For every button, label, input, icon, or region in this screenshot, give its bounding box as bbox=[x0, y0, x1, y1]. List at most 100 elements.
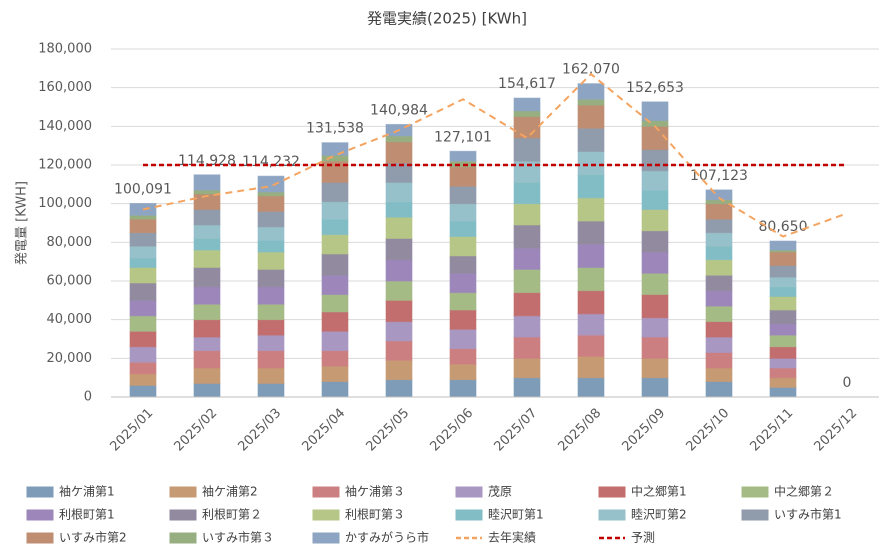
bar-segment bbox=[705, 203, 733, 220]
bar-segment bbox=[513, 336, 541, 359]
bar-segment bbox=[129, 384, 157, 398]
bar-segment bbox=[321, 294, 349, 313]
bar-segment bbox=[321, 311, 349, 332]
bar-segment bbox=[385, 379, 413, 398]
legend-label: 利根町第２ bbox=[202, 508, 262, 522]
bar-segment bbox=[449, 166, 477, 187]
legend-label: 袖ケ浦第３ bbox=[345, 484, 405, 499]
bar-segment bbox=[257, 382, 285, 398]
bar-segment bbox=[193, 174, 221, 191]
bar-segment bbox=[321, 253, 349, 276]
legend-swatch bbox=[455, 509, 483, 521]
bar-segment bbox=[449, 309, 477, 330]
bar-segment bbox=[577, 104, 605, 129]
total-label: 107,123 bbox=[690, 168, 748, 184]
bar-segment bbox=[641, 189, 669, 210]
bar-segment bbox=[385, 280, 413, 301]
bar-segment bbox=[705, 321, 733, 338]
bar-segment bbox=[641, 377, 669, 398]
legend-swatch bbox=[169, 532, 197, 544]
bar-segment bbox=[705, 218, 733, 234]
bar-segment bbox=[705, 290, 733, 307]
bar-segment bbox=[193, 208, 221, 226]
bar-segment bbox=[321, 142, 349, 156]
bar-segment bbox=[641, 336, 669, 359]
bar-segment bbox=[129, 266, 157, 284]
bar-segment bbox=[641, 149, 669, 172]
bar-segment bbox=[769, 309, 797, 325]
bar-segment bbox=[449, 236, 477, 257]
bar-segment bbox=[257, 226, 285, 241]
total-label: 140,984 bbox=[370, 102, 428, 118]
bar-segment bbox=[449, 255, 477, 274]
bar-segment bbox=[577, 197, 605, 222]
x-tick-label: 2025/02 bbox=[172, 406, 221, 455]
y-tick-label: 0 bbox=[84, 390, 92, 405]
bar-segment bbox=[321, 154, 349, 162]
total-label: 127,101 bbox=[434, 129, 492, 145]
legend-swatch bbox=[455, 486, 483, 498]
x-tick-label: 2025/01 bbox=[108, 406, 157, 455]
y-tick-label: 160,000 bbox=[38, 80, 92, 95]
legend-swatch bbox=[598, 509, 626, 521]
bar-segment bbox=[193, 249, 221, 268]
bar-segment bbox=[513, 110, 541, 118]
bar-segment bbox=[577, 290, 605, 315]
x-tick-label: 2025/03 bbox=[236, 406, 285, 455]
bar-segment bbox=[513, 116, 541, 139]
bar-segment bbox=[321, 201, 349, 220]
legend-label: 睦沢町第2 bbox=[631, 508, 687, 522]
bar-segment bbox=[193, 266, 221, 288]
legend-label: かすみがうら市 bbox=[345, 530, 429, 545]
bar-segment bbox=[769, 240, 797, 251]
x-tick-label: 2025/10 bbox=[684, 406, 733, 455]
bar-segment bbox=[385, 201, 413, 218]
bar-segment bbox=[385, 340, 413, 361]
legend-label: 利根町第1 bbox=[59, 508, 115, 522]
bar-segment bbox=[129, 257, 157, 268]
bar-segment bbox=[705, 352, 733, 369]
legend-label: 中之郷第２ bbox=[774, 484, 834, 499]
x-tick-label: 2025/05 bbox=[364, 406, 413, 455]
bar-segment bbox=[449, 328, 477, 350]
bar-segment bbox=[193, 319, 221, 338]
bar-segment bbox=[129, 245, 157, 259]
bar-segment bbox=[129, 214, 157, 220]
legend-label: いすみ市第2 bbox=[59, 530, 127, 545]
bar-segment bbox=[769, 377, 797, 388]
bar-segment bbox=[769, 386, 797, 398]
legend-label: 袖ケ浦第2 bbox=[202, 484, 258, 499]
y-tick-label: 100,000 bbox=[38, 196, 92, 211]
y-tick-label: 80,000 bbox=[47, 235, 93, 250]
y-tick-label: 120,000 bbox=[38, 158, 92, 173]
bar-segment bbox=[513, 181, 541, 205]
bar-segment bbox=[449, 348, 477, 365]
bar-segment bbox=[769, 265, 797, 278]
y-tick-label: 20,000 bbox=[47, 351, 93, 366]
total-label: 100,091 bbox=[114, 181, 172, 197]
bar-segment bbox=[257, 268, 285, 288]
bar-segment bbox=[449, 292, 477, 311]
chart-title: 発電実績(2025) [KWh] bbox=[367, 10, 527, 28]
bar-segment bbox=[769, 251, 797, 267]
bar-segment bbox=[641, 251, 669, 274]
legend-label: いすみ市第３ bbox=[202, 530, 274, 545]
bar-segment bbox=[257, 175, 285, 193]
bar-segment bbox=[705, 259, 733, 276]
bar-segment bbox=[513, 137, 541, 162]
bar-segment bbox=[385, 216, 413, 239]
bar-segment bbox=[705, 274, 733, 292]
bar-segment bbox=[641, 101, 669, 122]
legend-label: 中之郷第1 bbox=[631, 484, 687, 499]
bar-segment bbox=[129, 346, 157, 363]
bar-segment bbox=[577, 313, 605, 336]
legend-swatch bbox=[169, 486, 197, 498]
bar-segment bbox=[193, 286, 221, 305]
bar-segment bbox=[705, 189, 733, 201]
bar-segment bbox=[193, 350, 221, 369]
bar-segment bbox=[257, 350, 285, 369]
bar-segment bbox=[769, 367, 797, 379]
bar-segment bbox=[449, 203, 477, 222]
bar-segment bbox=[577, 150, 605, 176]
bar-segment bbox=[193, 336, 221, 352]
